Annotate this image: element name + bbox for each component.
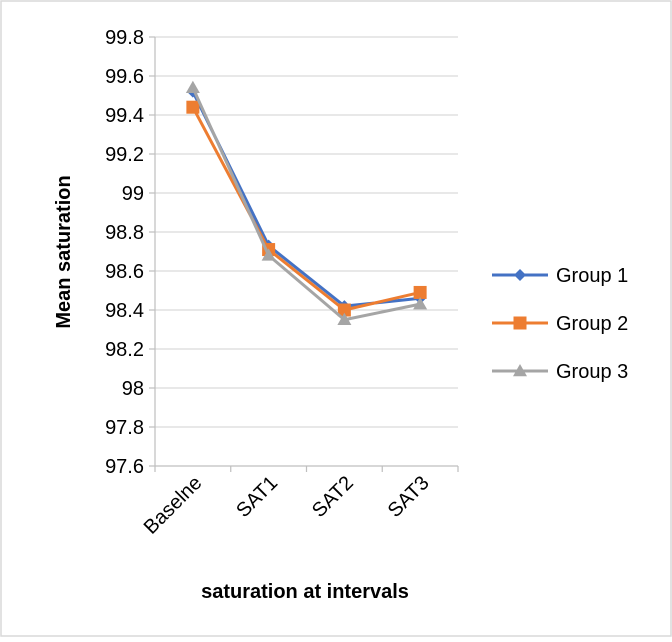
legend-entry-1: Group 1 bbox=[492, 265, 628, 287]
y-tick-label: 99.8 bbox=[105, 27, 144, 49]
y-tick-label: 98 bbox=[122, 378, 144, 400]
y-tick-label: 97.6 bbox=[105, 456, 144, 478]
legend: Group 1 Group 2 Group 3 bbox=[492, 265, 628, 383]
data-point bbox=[413, 285, 427, 299]
y-tick-label: 98.8 bbox=[105, 222, 144, 244]
legend-label: Group 2 bbox=[556, 313, 628, 335]
series-group-3 bbox=[185, 80, 428, 325]
legend-label: Group 1 bbox=[556, 265, 628, 287]
legend-marker bbox=[514, 269, 526, 281]
x-axis-title: saturation at intervals bbox=[201, 581, 409, 603]
series bbox=[185, 80, 428, 325]
legend-marker bbox=[513, 364, 527, 377]
data-point bbox=[337, 303, 351, 317]
legend-entry-2: Group 2 bbox=[492, 313, 628, 335]
legend-marker bbox=[513, 316, 527, 330]
axes bbox=[149, 36, 459, 472]
data-point bbox=[261, 248, 276, 261]
y-tick-label: 99.6 bbox=[105, 66, 144, 88]
series-line bbox=[191, 86, 422, 322]
y-tick-label: 99 bbox=[122, 183, 144, 205]
y-tick-label: 98.6 bbox=[105, 261, 144, 283]
y-tick-label: 99.2 bbox=[105, 144, 144, 166]
data-point bbox=[186, 100, 200, 114]
y-tick-labels: 97.6 97.8 98 98.2 98.4 98.6 98.8 99 99.2 99.4 99.6… bbox=[105, 27, 144, 478]
legend-label: Group 3 bbox=[556, 361, 628, 383]
legend-entry-3: Group 3 bbox=[492, 361, 628, 383]
y-tick-label: 98.4 bbox=[105, 300, 144, 322]
data-point bbox=[337, 312, 352, 325]
y-axis-title: Mean saturation bbox=[53, 175, 75, 328]
series-line bbox=[191, 105, 422, 312]
y-tick-label: 97.8 bbox=[105, 417, 144, 439]
y-tick-label: 98.2 bbox=[105, 339, 144, 361]
data-point bbox=[413, 297, 428, 310]
y-tick-label: 99.4 bbox=[105, 105, 144, 127]
data-point bbox=[185, 80, 200, 93]
